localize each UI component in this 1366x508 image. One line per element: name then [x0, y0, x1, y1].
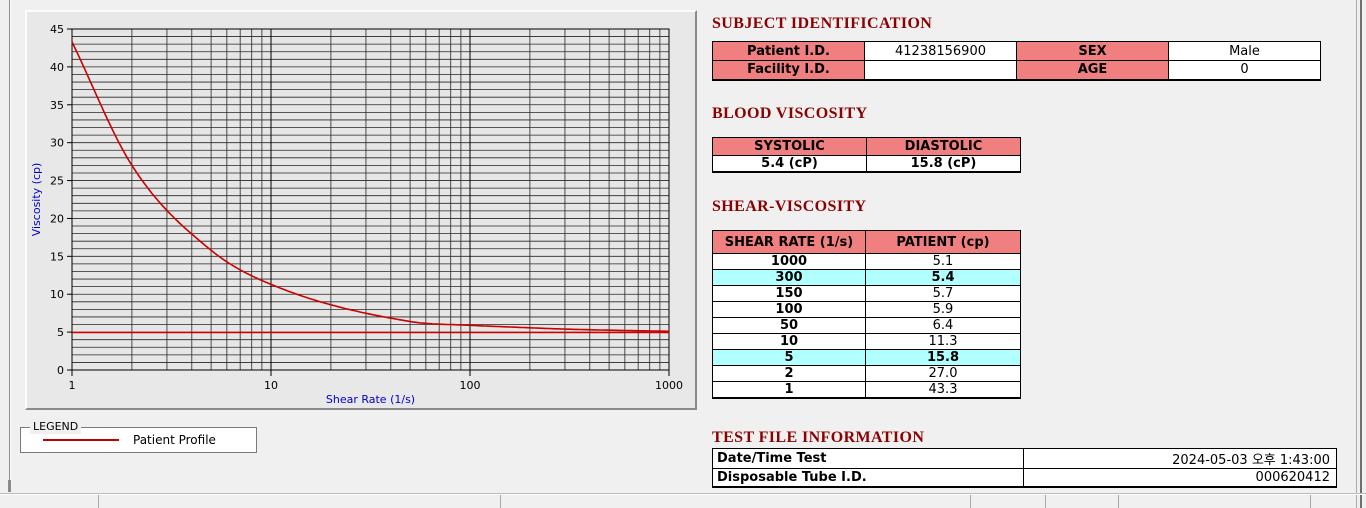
shear-row: 10 11.3: [712, 333, 1021, 350]
age-value: 0: [1168, 60, 1321, 80]
viscosity-chart-panel: 0 5 10 15 20 25 30 35 40 45 1 10 100 1000 Shear Rate (…: [25, 10, 697, 410]
left-window-edge: [9, 0, 10, 491]
disposable-tube-id-value: 000620412: [1023, 468, 1337, 487]
shear-viscosity-table: SHEAR RATE (1/s) PATIENT (cp) 1000 5.1 300…: [712, 230, 1021, 399]
shear-value-cell: 5.7: [865, 285, 1021, 302]
shear-value-cell: 5.1: [865, 253, 1021, 270]
svg-text:10: 10: [50, 288, 64, 301]
svg-text:0: 0: [57, 364, 64, 377]
subject-identification-table: Patient I.D. 41238156900 SEX Male Facili…: [712, 41, 1321, 81]
testfile-row: Date/Time Test 2024-05-03 오후 1:43:00: [712, 448, 1337, 469]
diastolic-header: DIASTOLIC: [866, 137, 1021, 156]
test-file-information-table: Date/Time Test 2024-05-03 오후 1:43:00 Dis…: [712, 448, 1337, 488]
test-file-information-title: TEST FILE INFORMATION: [712, 429, 925, 446]
facility-id-value: [864, 60, 1017, 80]
shear-header-row: SHEAR RATE (1/s) PATIENT (cp): [712, 230, 1021, 254]
shear-rate-header: SHEAR RATE (1/s): [712, 230, 866, 254]
svg-text:100: 100: [460, 379, 481, 392]
shear-row: 300 5.4: [712, 269, 1021, 286]
blood-viscosity-table: SYSTOLIC DIASTOLIC 5.4 (cP) 15.8 (cP): [712, 137, 1021, 173]
svg-text:1000: 1000: [655, 379, 683, 392]
svg-text:15: 15: [50, 250, 64, 263]
shear-row: 100 5.9: [712, 301, 1021, 318]
datetime-test-value: 2024-05-03 오후 1:43:00: [1023, 448, 1337, 469]
shear-rate-cell: 1: [712, 381, 866, 399]
disposable-tube-id-label: Disposable Tube I.D.: [712, 468, 1024, 487]
patient-id-value: 41238156900: [864, 41, 1017, 61]
svg-text:45: 45: [50, 23, 64, 36]
cutoff-seam-highlight: [0, 494, 1366, 495]
legend-series-label: Patient Profile: [133, 433, 216, 447]
shear-row: 150 5.7: [712, 285, 1021, 302]
cutoff-panel-divider: [970, 495, 971, 508]
svg-text:30: 30: [50, 137, 64, 150]
patient-cp-header: PATIENT (cp): [865, 230, 1021, 254]
shear-value-cell: 5.4: [865, 269, 1021, 286]
facility-id-label: Facility I.D.: [712, 60, 865, 80]
svg-text:35: 35: [50, 99, 64, 112]
shear-viscosity-title: SHEAR-VISCOSITY: [712, 198, 867, 215]
shear-value-cell: 27.0: [865, 365, 1021, 382]
legend-title: LEGEND: [30, 420, 82, 434]
sex-label: SEX: [1016, 41, 1169, 61]
shear-row: 5 15.8: [712, 349, 1021, 366]
svg-text:25: 25: [50, 175, 64, 188]
shear-rate-cell: 1000: [712, 253, 866, 270]
subject-row: Patient I.D. 41238156900 SEX Male: [712, 41, 1321, 61]
blood-header-row: SYSTOLIC DIASTOLIC: [712, 137, 1021, 156]
shear-row: 1000 5.1: [712, 253, 1021, 270]
shear-row: 1 43.3: [712, 381, 1021, 399]
shear-row: 2 27.0: [712, 365, 1021, 382]
shear-rate-cell: 10: [712, 333, 866, 350]
shear-rate-cell: 2: [712, 365, 866, 382]
shear-viscosity-chart: 0 5 10 15 20 25 30 35 40 45 1 10 100 1000 Shear Rate (…: [30, 23, 683, 406]
cutoff-panel-divider: [98, 495, 99, 508]
svg-text:20: 20: [50, 212, 64, 225]
shear-value-cell: 6.4: [865, 317, 1021, 334]
shear-rate-cell: 100: [712, 301, 866, 318]
shear-rate-cell: 300: [712, 269, 866, 286]
shear-row: 50 6.4: [712, 317, 1021, 334]
cutoff-edge-nub: [8, 480, 11, 492]
shear-value-cell: 11.3: [865, 333, 1021, 350]
svg-text:Viscosity (cp): Viscosity (cp): [30, 163, 43, 237]
svg-text:10: 10: [264, 379, 278, 392]
testfile-row: Disposable Tube I.D. 000620412: [712, 468, 1337, 487]
shear-value-cell: 15.8: [865, 349, 1021, 366]
shear-rate-cell: 150: [712, 285, 866, 302]
svg-text:5: 5: [57, 326, 64, 339]
shear-rate-cell: 5: [712, 349, 866, 366]
shear-rate-cell: 50: [712, 317, 866, 334]
sex-value: Male: [1168, 41, 1321, 61]
subject-row: Facility I.D. AGE 0: [712, 60, 1321, 80]
systolic-value: 5.4 (cP): [712, 155, 867, 173]
svg-text:Shear Rate (1/s): Shear Rate (1/s): [326, 393, 415, 406]
svg-text:40: 40: [50, 61, 64, 74]
left-window-edge-highlight: [10, 0, 11, 491]
right-window-edge: [1356, 0, 1357, 508]
right-window-edge-dark: [1360, 0, 1362, 508]
svg-text:1: 1: [69, 379, 76, 392]
patient-id-label: Patient I.D.: [712, 41, 865, 61]
legend-box: LEGEND Patient Profile: [20, 420, 257, 453]
shear-value-cell: 43.3: [865, 381, 1021, 399]
cutoff-seam: [0, 493, 1366, 494]
systolic-header: SYSTOLIC: [712, 137, 867, 156]
datetime-test-label: Date/Time Test: [712, 448, 1024, 469]
blood-value-row: 5.4 (cP) 15.8 (cP): [712, 155, 1021, 173]
blood-viscosity-title: BLOOD VISCOSITY: [712, 105, 868, 122]
cutoff-panel-divider: [1310, 495, 1311, 508]
diastolic-value: 15.8 (cP): [866, 155, 1021, 173]
shear-table-body: SHEAR RATE (1/s) PATIENT (cp) 1000 5.1 300…: [712, 230, 1021, 399]
shear-value-cell: 5.9: [865, 301, 1021, 318]
subject-identification-title: SUBJECT IDENTIFICATION: [712, 15, 933, 32]
cutoff-panel-divider: [1045, 495, 1046, 508]
cutoff-panel-divider: [500, 495, 501, 508]
cutoff-panel-divider: [1118, 495, 1119, 508]
legend-series-line: [43, 439, 119, 441]
age-label: AGE: [1016, 60, 1169, 80]
